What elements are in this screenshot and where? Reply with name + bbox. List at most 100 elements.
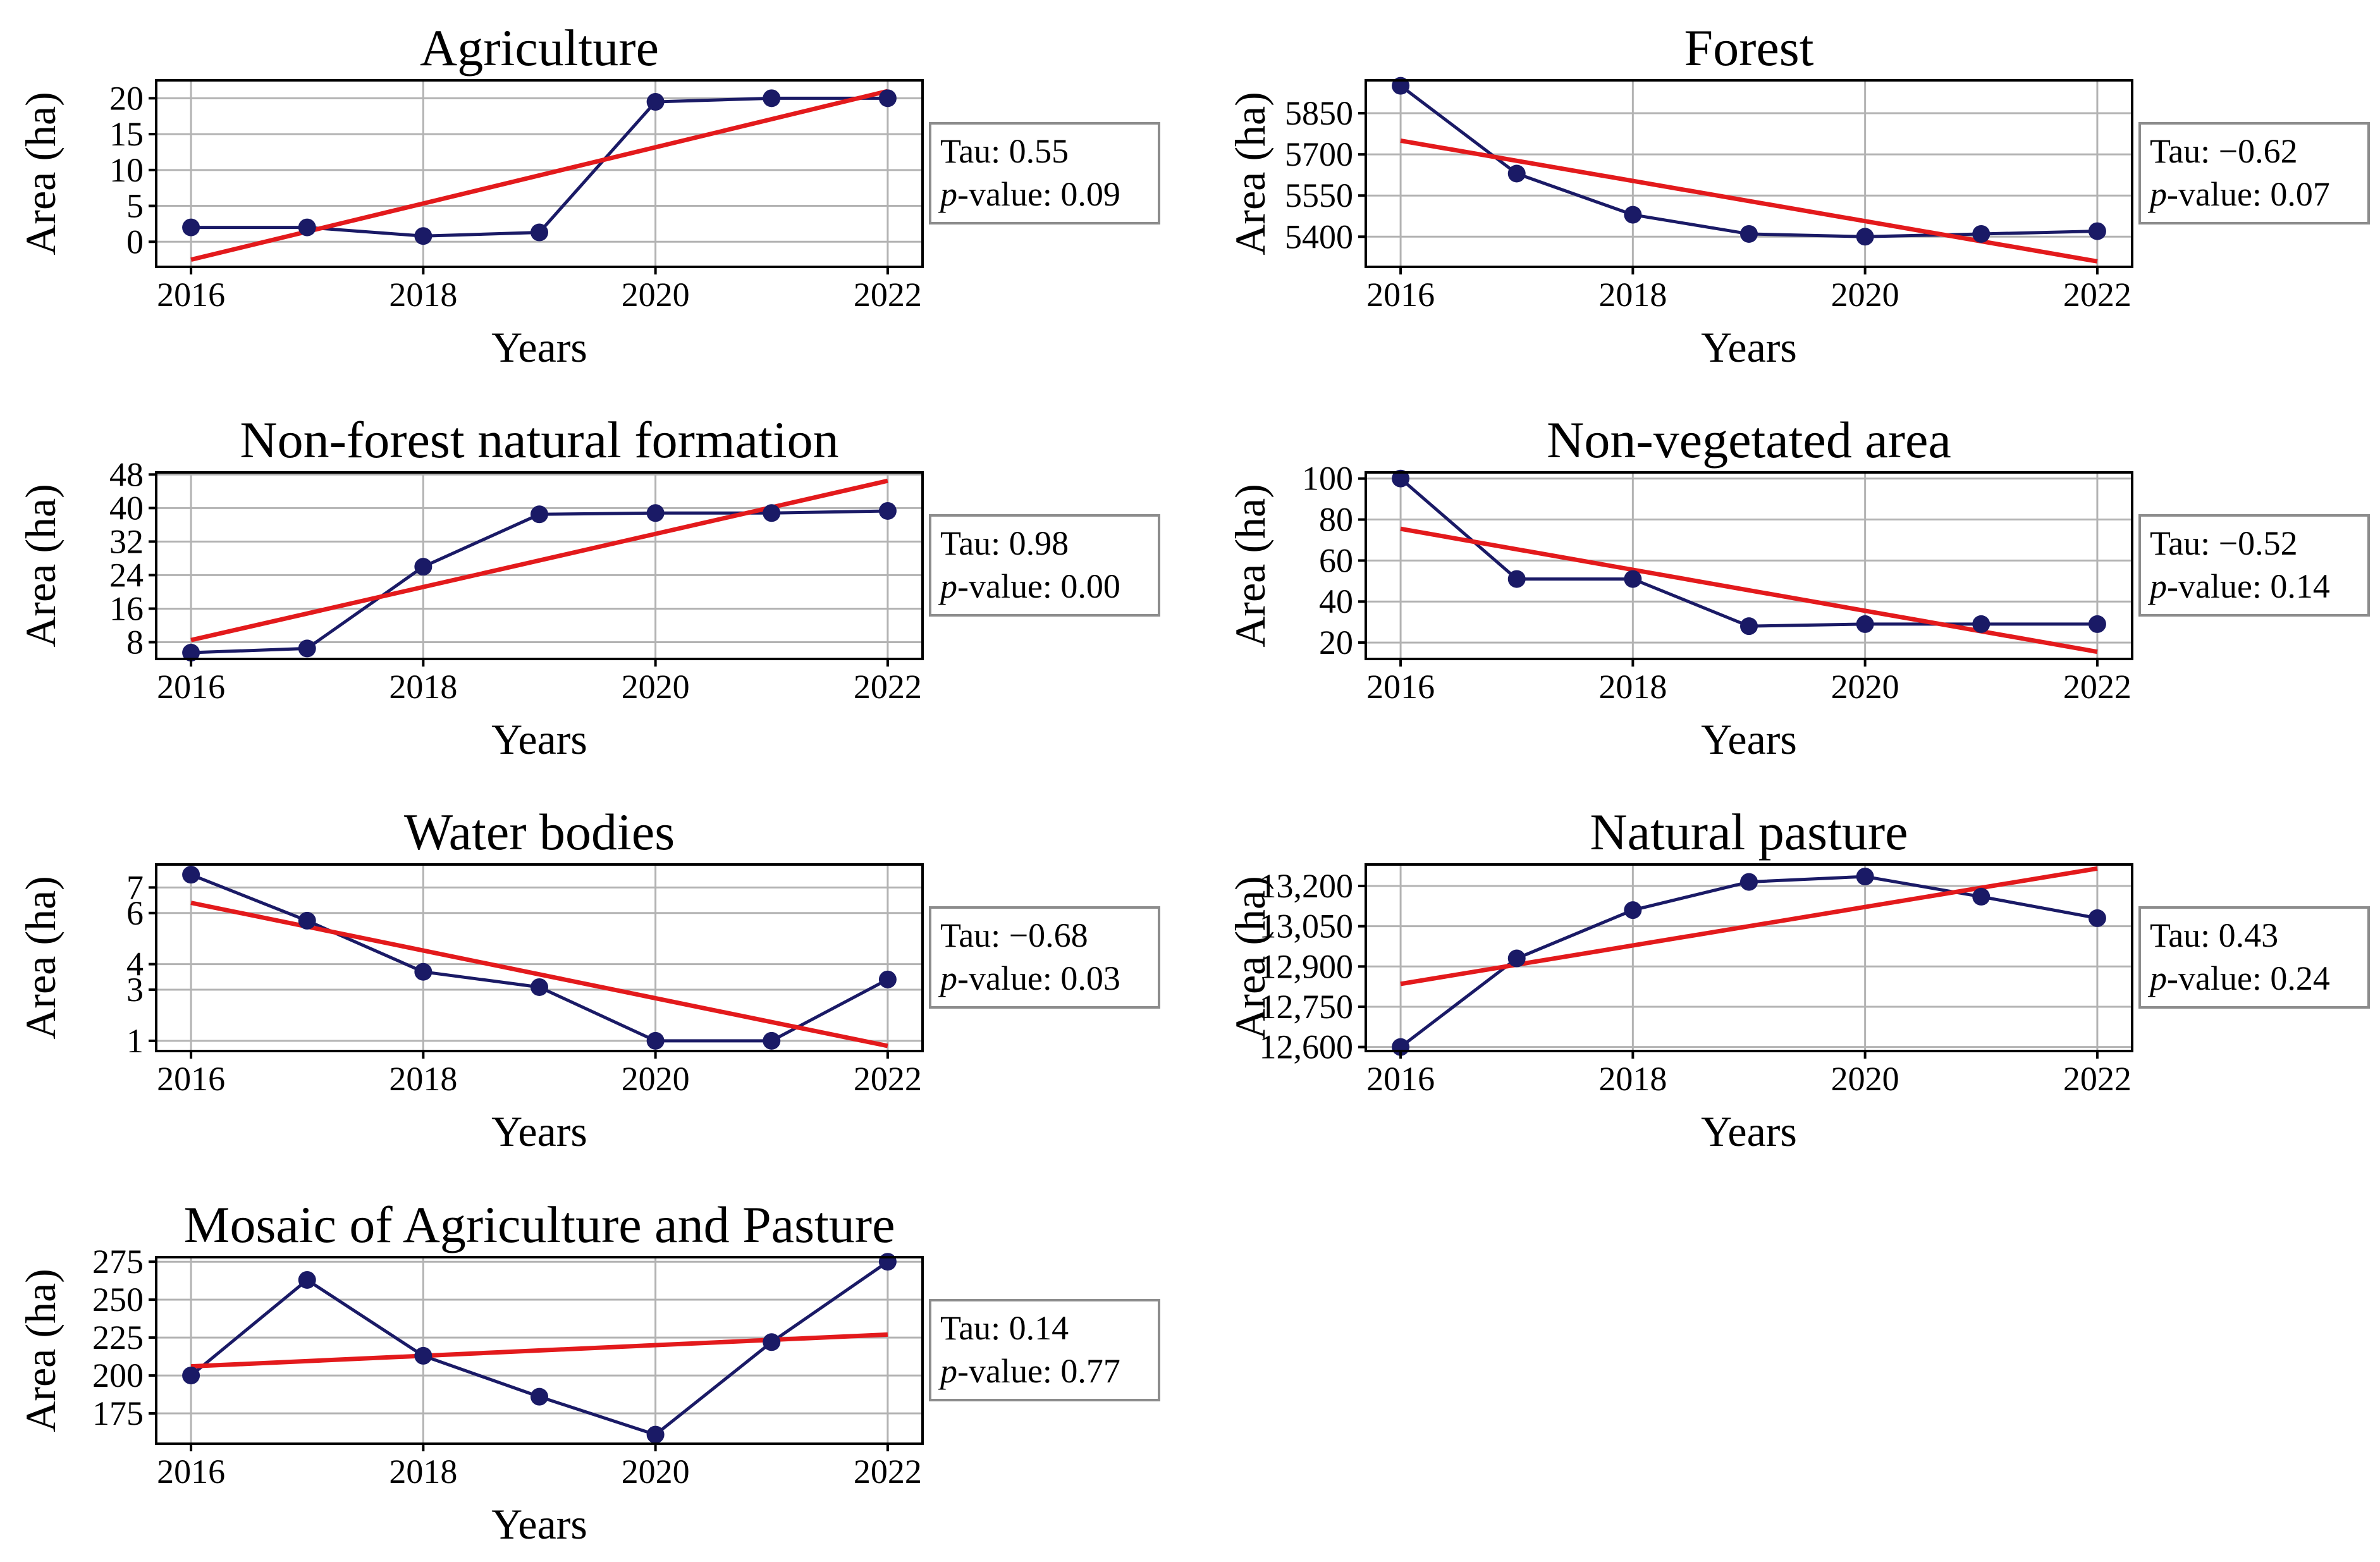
data-point [298, 639, 316, 658]
tau-value: Tau: 0.14 [940, 1309, 1069, 1347]
data-point [298, 911, 316, 930]
p-value: p-value: 0.24 [2147, 959, 2330, 997]
x-tick-label: 2022 [854, 1453, 922, 1491]
trend-line [190, 901, 888, 1049]
y-tick-label: 5 [126, 187, 144, 225]
data-point [1624, 901, 1642, 919]
y-axis-label: Area (ha) [1226, 92, 1274, 255]
data-point [2088, 222, 2106, 240]
x-tick-label: 2016 [1366, 668, 1435, 706]
data-point [1507, 164, 1526, 183]
y-tick-label: 32 [109, 522, 144, 560]
observed-series-line [191, 509, 888, 655]
x-tick-label: 2020 [1831, 1060, 1899, 1098]
plot-frame [155, 863, 924, 1052]
x-tick-label: 2022 [854, 276, 922, 314]
p-value: p-value: 0.09 [938, 175, 1120, 213]
y-axis-label: Area (ha) [16, 484, 64, 648]
x-tick-label: 2018 [389, 276, 457, 314]
chart-title: Non-vegetated area [1547, 411, 1951, 469]
stats-box: Tau: 0.14 p-value: 0.77 [929, 1299, 1160, 1401]
data-point [646, 1425, 665, 1444]
data-point [1972, 615, 1990, 633]
y-axis-label: Area (ha) [16, 876, 64, 1040]
data-point [531, 978, 548, 996]
data-point [763, 504, 781, 522]
data-point [298, 1270, 316, 1289]
y-tick-label: 5700 [1285, 135, 1353, 173]
stats-box: Tau: 0.98 p-value: 0.00 [929, 514, 1160, 617]
x-tick-label: 2018 [1598, 1060, 1667, 1098]
y-tick-label: 175 [92, 1394, 144, 1432]
observed-series-line [191, 96, 888, 238]
x-axis-label: Years [1701, 715, 1797, 763]
data-point [531, 223, 548, 242]
data-point [2088, 909, 2106, 927]
observed-series-line [1399, 477, 2097, 628]
y-axis-label: Area (ha) [1226, 484, 1274, 648]
data-point [531, 505, 548, 524]
data-point [414, 558, 432, 576]
p-value: p-value: 0.00 [938, 567, 1120, 605]
data-point [414, 227, 432, 245]
x-tick-label: 2020 [622, 668, 690, 706]
data-point [1740, 224, 1758, 243]
stats-box-frame [929, 906, 1160, 1009]
stats-box-frame [929, 1299, 1160, 1401]
x-tick-label: 2022 [854, 1060, 922, 1098]
stats-box: Tau: −0.52 p-value: 0.14 [2138, 514, 2370, 617]
data-point [1740, 873, 1758, 891]
y-tick-label: 12,900 [1260, 947, 1354, 985]
stats-box-frame [929, 122, 1160, 224]
p-value: p-value: 0.14 [2147, 567, 2330, 605]
stats-box-frame [2138, 122, 2370, 224]
x-axis-label: Years [1701, 1107, 1797, 1155]
data-point [182, 1367, 200, 1385]
x-tick-label: 2020 [622, 276, 690, 314]
panel-4: 2016 2018 2020 2022 1 34 67 Water bodies Years Ar… [16, 803, 1160, 1155]
plot-frame [155, 471, 924, 660]
data-point [1972, 887, 1990, 906]
x-tick-label: 2016 [1366, 1060, 1435, 1098]
p-value: p-value: 0.03 [938, 959, 1120, 997]
stats-box: Tau: 0.43 p-value: 0.24 [2138, 906, 2370, 1009]
y-tick-label: 7 [126, 868, 144, 906]
tau-value: Tau: 0.43 [2150, 916, 2278, 954]
y-tick-label: 12,600 [1260, 1028, 1354, 1066]
data-point [646, 93, 665, 111]
x-tick-label: 2020 [1831, 668, 1899, 706]
x-tick-label: 2020 [622, 1453, 690, 1491]
y-tick-label: 0 [126, 223, 144, 261]
data-point [1507, 570, 1526, 588]
data-point [878, 501, 897, 520]
y-tick-label: 15 [109, 115, 144, 153]
y-tick-label: 8 [126, 623, 144, 661]
panel-5: 2016 2018 2020 2022 12,60012,75012,90013,050… [1226, 803, 2370, 1155]
trend-line [1400, 138, 2098, 264]
chart-title: Forest [1684, 19, 1814, 77]
p-value: p-value: 0.07 [2147, 175, 2330, 213]
y-axis-label: Area (ha) [16, 92, 64, 255]
data-point [1856, 868, 1874, 886]
data-point [1856, 228, 1874, 246]
stats-box: Tau: −0.68 p-value: 0.03 [929, 906, 1160, 1009]
tau-value: Tau: 0.55 [940, 132, 1069, 170]
stats-box-frame [929, 514, 1160, 617]
y-tick-label: 4 [126, 945, 144, 983]
y-tick-label: 13,050 [1260, 907, 1354, 945]
x-tick-label: 2018 [389, 668, 457, 706]
y-tick-label: 5850 [1285, 94, 1353, 132]
x-tick-label: 2018 [389, 1453, 457, 1491]
x-axis-label: Years [491, 1107, 587, 1155]
trend-line [190, 478, 888, 643]
y-tick-label: 5400 [1285, 218, 1353, 255]
data-point [1740, 617, 1758, 636]
y-tick-label: 80 [1319, 501, 1353, 539]
y-tick-label: 24 [109, 556, 144, 594]
x-tick-label: 2020 [1831, 276, 1899, 314]
chart-title: Mosaic of Agriculture and Pasture [184, 1196, 895, 1253]
x-tick-label: 2016 [157, 1060, 225, 1098]
